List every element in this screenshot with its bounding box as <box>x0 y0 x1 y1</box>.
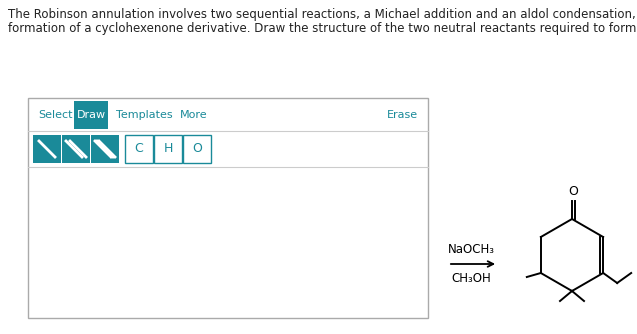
Text: Select: Select <box>38 110 73 120</box>
Text: The Robinson annulation involves two sequential reactions, a Michael addition an: The Robinson annulation involves two seq… <box>8 8 637 21</box>
Text: Draw: Draw <box>76 110 106 120</box>
Text: NaOCH₃: NaOCH₃ <box>448 243 494 256</box>
Text: More: More <box>180 110 208 120</box>
Bar <box>62 135 90 163</box>
Bar <box>28 98 428 318</box>
Text: H: H <box>163 143 173 156</box>
Text: CH₃OH: CH₃OH <box>451 272 491 285</box>
Text: O: O <box>192 143 202 156</box>
Text: Erase: Erase <box>387 110 418 120</box>
Bar <box>33 135 61 163</box>
Text: Templates: Templates <box>116 110 173 120</box>
Bar <box>125 135 153 163</box>
Text: O: O <box>569 185 578 198</box>
Bar <box>74 101 108 129</box>
Text: C: C <box>134 143 143 156</box>
Text: formation of a cyclohexenone derivative. Draw the structure of the two neutral r: formation of a cyclohexenone derivative.… <box>8 22 637 35</box>
Bar <box>154 135 182 163</box>
Bar <box>183 135 211 163</box>
Bar <box>91 135 119 163</box>
